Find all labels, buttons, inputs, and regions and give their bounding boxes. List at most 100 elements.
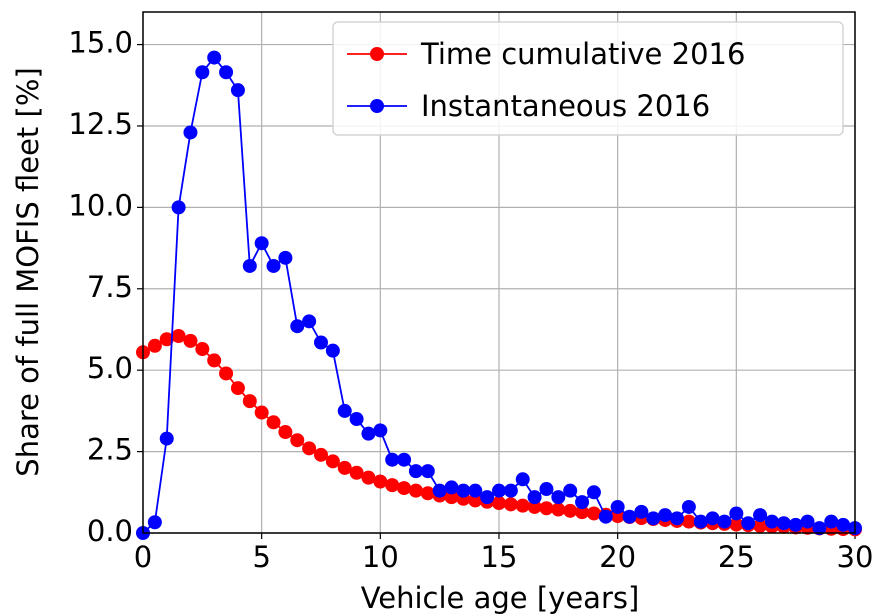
point — [705, 511, 720, 526]
point — [480, 490, 495, 505]
point — [266, 258, 281, 273]
point — [159, 332, 174, 347]
point — [646, 511, 661, 526]
point — [337, 460, 352, 475]
point — [444, 490, 459, 505]
point — [444, 480, 459, 495]
point — [575, 495, 590, 510]
point — [420, 464, 435, 479]
point — [230, 83, 245, 98]
point — [254, 236, 269, 251]
point — [420, 486, 435, 501]
legend-box — [332, 21, 844, 136]
point — [456, 483, 471, 498]
point — [171, 328, 186, 343]
point — [776, 516, 791, 531]
point — [753, 518, 768, 533]
point — [290, 433, 305, 448]
point — [634, 504, 649, 519]
point — [527, 499, 542, 514]
point — [230, 381, 245, 396]
point — [693, 514, 708, 529]
point — [468, 483, 483, 498]
point — [836, 517, 851, 532]
point — [539, 501, 554, 516]
point — [717, 514, 732, 529]
point — [242, 394, 257, 409]
y-tick-label: 5.0 — [87, 351, 133, 385]
point — [681, 499, 696, 514]
point — [824, 514, 839, 529]
point — [527, 490, 542, 505]
point — [408, 464, 423, 479]
legend-marker — [370, 47, 384, 61]
x-tick-label: 10 — [362, 540, 399, 574]
point — [598, 509, 613, 524]
point — [302, 441, 317, 456]
x-tick-label: 0 — [134, 540, 152, 574]
legend-label: Instantaneous 2016 — [421, 89, 710, 123]
point — [147, 338, 162, 353]
point — [503, 497, 518, 512]
x-tick-label: 25 — [718, 540, 755, 574]
point — [183, 333, 198, 348]
point — [764, 514, 779, 529]
x-tick-label: 20 — [599, 540, 636, 574]
point — [195, 65, 210, 80]
point — [254, 405, 269, 420]
point — [278, 250, 293, 265]
point — [349, 412, 364, 427]
point — [278, 425, 293, 440]
legend-label: Time cumulative 2016 — [420, 37, 745, 71]
point — [515, 498, 530, 513]
point — [349, 465, 364, 480]
point — [147, 515, 162, 530]
point — [551, 490, 566, 505]
point — [753, 508, 768, 523]
y-tick-label: 2.5 — [87, 433, 133, 467]
point — [207, 50, 222, 65]
x-tick-label: 15 — [481, 540, 518, 574]
point — [159, 431, 174, 446]
point — [468, 493, 483, 508]
y-axis-label: Share of full MOFIS fleet [%] — [11, 67, 45, 476]
point — [183, 125, 198, 140]
legend-marker — [370, 99, 384, 113]
x-tick-label: 5 — [252, 540, 270, 574]
point — [563, 483, 578, 498]
point — [337, 403, 352, 418]
x-tick-label: 30 — [837, 540, 874, 574]
point — [741, 516, 756, 531]
point — [266, 415, 281, 430]
point — [290, 319, 305, 334]
point — [373, 474, 388, 489]
point — [515, 472, 530, 487]
point — [812, 521, 827, 536]
point — [195, 342, 210, 357]
point — [539, 482, 554, 497]
point — [325, 343, 340, 358]
y-tick-label: 10.0 — [68, 188, 133, 222]
plot-frame — [142, 11, 856, 534]
point — [788, 517, 803, 532]
point — [681, 514, 696, 529]
point — [670, 511, 684, 526]
point — [219, 65, 234, 80]
point — [302, 314, 317, 329]
point — [361, 426, 376, 441]
point — [492, 496, 506, 511]
x-axis-label: Vehicle age [years] — [361, 581, 640, 615]
point — [563, 503, 578, 518]
point — [503, 483, 518, 498]
point — [622, 509, 637, 524]
point — [397, 481, 412, 496]
point — [586, 506, 601, 521]
y-tick-label: 7.5 — [87, 270, 133, 304]
point — [171, 200, 186, 215]
point — [610, 499, 625, 514]
point — [242, 258, 257, 273]
point — [385, 452, 400, 467]
point — [586, 485, 601, 500]
point — [658, 508, 673, 523]
